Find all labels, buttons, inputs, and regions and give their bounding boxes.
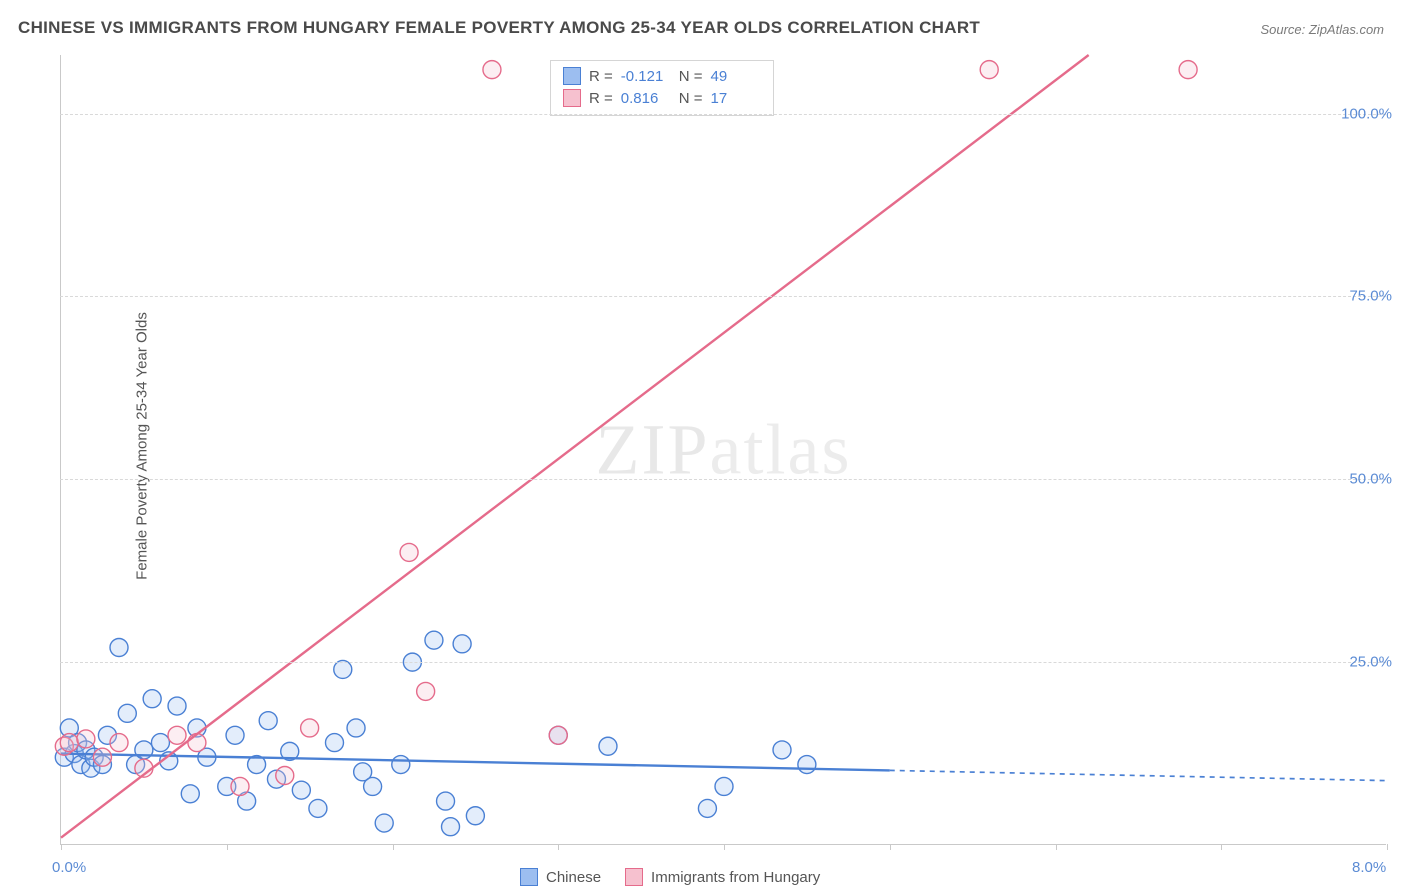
x-tick-label-max: 8.0% [1352, 859, 1386, 876]
data-point [118, 704, 136, 722]
y-tick-label: 50.0% [1349, 471, 1392, 488]
data-point [466, 807, 484, 825]
data-point [93, 748, 111, 766]
data-point [276, 767, 294, 785]
data-point [188, 734, 206, 752]
data-point [334, 660, 352, 678]
data-point [77, 730, 95, 748]
gridline-h [60, 114, 1386, 115]
data-point [347, 719, 365, 737]
data-point [400, 543, 418, 561]
data-point [110, 639, 128, 657]
x-tick [393, 844, 394, 850]
data-point [599, 737, 617, 755]
legend-item-hungary: Immigrants from Hungary [625, 868, 820, 886]
legend-n-value-1: 17 [711, 90, 761, 107]
legend-n-label: N = [679, 90, 703, 107]
x-tick [558, 844, 559, 850]
data-point [483, 61, 501, 79]
data-point [549, 726, 567, 744]
trend-line-dashed [890, 770, 1387, 780]
legend-n-value-0: 49 [711, 68, 761, 85]
x-tick [724, 844, 725, 850]
data-point [1179, 61, 1197, 79]
y-tick-label: 75.0% [1349, 288, 1392, 305]
data-point [168, 726, 186, 744]
gridline-h [60, 296, 1386, 297]
swatch-series-1 [563, 89, 581, 107]
gridline-h [60, 479, 1386, 480]
x-tick-label-min: 0.0% [52, 859, 86, 876]
data-point [798, 756, 816, 774]
x-tick [890, 844, 891, 850]
chart-title: CHINESE VS IMMIGRANTS FROM HUNGARY FEMAL… [18, 18, 980, 38]
trend-line [61, 754, 890, 771]
data-point [151, 734, 169, 752]
data-point [392, 756, 410, 774]
trend-line [61, 55, 1089, 838]
data-point [143, 690, 161, 708]
data-point [60, 734, 78, 752]
y-tick-label: 100.0% [1341, 105, 1392, 122]
swatch-hungary [625, 868, 643, 886]
data-point [375, 814, 393, 832]
data-point [453, 635, 471, 653]
legend-r-label: R = [589, 68, 613, 85]
legend-r-label: R = [589, 90, 613, 107]
legend-n-label: N = [679, 68, 703, 85]
plot-area: ZIPatlas [60, 55, 1386, 845]
x-tick [1387, 844, 1388, 850]
data-point [226, 726, 244, 744]
legend-bottom: Chinese Immigrants from Hungary [520, 868, 820, 886]
legend-label-chinese: Chinese [546, 869, 601, 886]
legend-row-series-0: R = -0.121 N = 49 [563, 65, 761, 87]
x-tick [227, 844, 228, 850]
swatch-series-0 [563, 67, 581, 85]
legend-r-value-0: -0.121 [621, 68, 671, 85]
data-point [259, 712, 277, 730]
data-point [698, 799, 716, 817]
legend-row-series-1: R = 0.816 N = 17 [563, 87, 761, 109]
data-point [292, 781, 310, 799]
swatch-chinese [520, 868, 538, 886]
legend-label-hungary: Immigrants from Hungary [651, 869, 820, 886]
y-tick-label: 25.0% [1349, 654, 1392, 671]
data-point [773, 741, 791, 759]
data-point [715, 777, 733, 795]
legend-correlation-box: R = -0.121 N = 49 R = 0.816 N = 17 [550, 60, 774, 116]
x-tick [1056, 844, 1057, 850]
chart-svg [61, 55, 1386, 844]
data-point [442, 818, 460, 836]
data-point [364, 777, 382, 795]
x-tick [61, 844, 62, 850]
legend-item-chinese: Chinese [520, 868, 601, 886]
x-tick [1221, 844, 1222, 850]
data-point [437, 792, 455, 810]
data-point [181, 785, 199, 803]
data-point [301, 719, 319, 737]
data-point [425, 631, 443, 649]
data-point [325, 734, 343, 752]
data-point [168, 697, 186, 715]
data-point [231, 777, 249, 795]
legend-r-value-1: 0.816 [621, 90, 671, 107]
data-point [309, 799, 327, 817]
source-attribution: Source: ZipAtlas.com [1260, 22, 1384, 37]
data-point [980, 61, 998, 79]
data-point [417, 682, 435, 700]
data-point [110, 734, 128, 752]
gridline-h [60, 662, 1386, 663]
